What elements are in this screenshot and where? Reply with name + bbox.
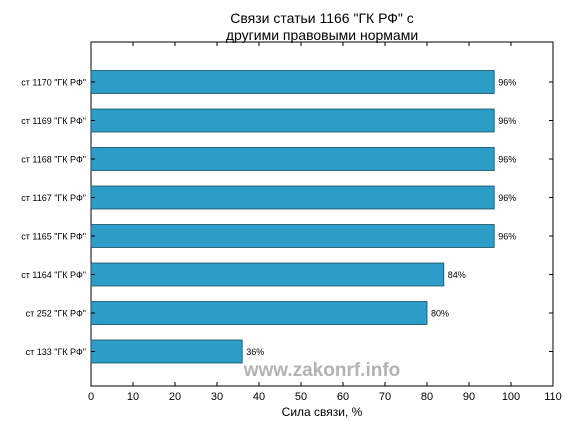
bar — [90, 262, 445, 287]
bar — [90, 147, 495, 171]
y-tick-label: ст 1165 "ГК РФ" — [21, 232, 86, 242]
bar-data-label: 96% — [498, 155, 516, 165]
plot-frame — [90, 41, 554, 387]
watermark-text: www.zakonrf.info — [243, 360, 401, 381]
y-tick-label: ст 133 "ГК РФ" — [26, 347, 86, 357]
bar-data-label: 36% — [246, 347, 264, 357]
x-tick-label: 90 — [463, 391, 475, 403]
x-tick-label: 10 — [127, 391, 139, 403]
x-tick-label: 100 — [502, 391, 520, 403]
x-tick-label: 110 — [544, 391, 562, 403]
bar — [90, 185, 495, 210]
x-tick-label: 60 — [337, 391, 349, 403]
x-tick-label: 50 — [295, 391, 307, 403]
x-axis-label: Сила связи, % — [281, 405, 363, 419]
y-tick-label: ст 1167 "ГК РФ" — [21, 193, 86, 203]
bar — [90, 301, 428, 325]
x-tick-label: 80 — [421, 391, 433, 403]
bar-data-label: 84% — [448, 270, 466, 280]
x-tick-label: 0 — [88, 391, 94, 403]
bar-data-label: 96% — [498, 232, 516, 242]
bar — [90, 108, 495, 133]
bar — [90, 224, 495, 248]
bar-data-label: 96% — [498, 193, 516, 203]
chart-title-line-1: Связи статьи 1166 "ГК РФ" с — [230, 10, 414, 26]
x-tick-label: 30 — [211, 391, 223, 403]
bar-data-label: 96% — [498, 78, 516, 88]
bar-data-label: 80% — [431, 309, 449, 319]
bar-data-label: 96% — [498, 116, 516, 126]
y-tick-label: ст 1164 "ГК РФ" — [21, 270, 86, 280]
y-tick-label: ст 1170 "ГК РФ" — [21, 78, 86, 88]
x-tick-label: 20 — [169, 391, 181, 403]
y-tick-label: ст 252 "ГК РФ" — [26, 309, 86, 319]
y-tick-label: ст 1168 "ГК РФ" — [21, 155, 86, 165]
x-tick-label: 70 — [379, 391, 391, 403]
bar — [90, 70, 495, 94]
chart-title-line-2: другими правовыми нормами — [225, 27, 419, 43]
y-tick-label: ст 1169 "ГК РФ" — [21, 116, 86, 126]
x-tick-label: 40 — [253, 391, 265, 403]
